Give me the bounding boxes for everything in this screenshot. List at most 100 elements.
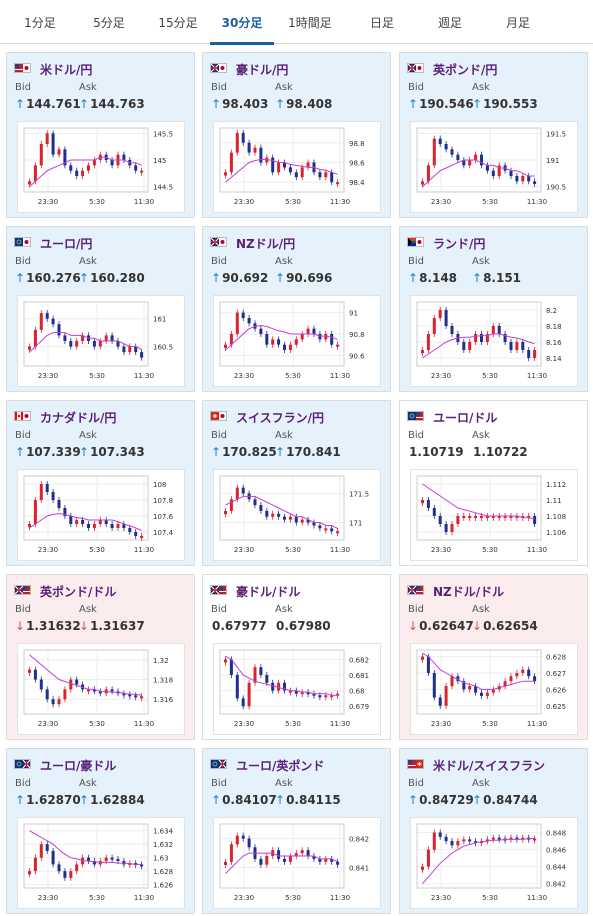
candle (318, 525, 322, 529)
pair-link[interactable]: 米ドル/スイスフラン (407, 757, 585, 773)
candle (503, 334, 507, 342)
candle (497, 516, 501, 518)
ask-label: Ask (79, 82, 97, 93)
y-tick-label: 0.68 (349, 688, 365, 696)
rate-card[interactable]: 米ドル/スイスフラン Bid Ask ↑0.84729 ↑0.84744 0.8… (399, 748, 588, 914)
candle (330, 695, 334, 698)
price-chart[interactable]: 1.112 1.11 1.108 1.106 23:30 5:30 11:30 (410, 469, 578, 561)
candle (28, 669, 31, 673)
rate-card[interactable]: 英ポンド/円 Bid Ask ↑190.546 ↑190.553 191.5 19… (399, 52, 588, 218)
candle (265, 674, 269, 683)
pair-link[interactable]: 豪ドル/ドル (210, 583, 388, 599)
tab-3[interactable]: 30分足 (210, 0, 274, 45)
rate-card[interactable]: NZドル/円 Bid Ask ↑90.692 ↑90.696 91 90.8 90.… (202, 226, 391, 392)
candle (63, 689, 67, 700)
x-tick-label: 5:30 (482, 372, 498, 380)
pair-link[interactable]: ユーロ/豪ドル (14, 757, 192, 773)
rate-card[interactable]: ユーロ/英ポンド Bid Ask ↑0.84107 ↑0.84115 0.842… (202, 748, 391, 914)
price-chart[interactable]: 91 90.8 90.6 23:30 5:30 11:30 (213, 295, 381, 387)
price-chart[interactable]: 98.8 98.6 98.4 23:30 5:30 11:30 (213, 121, 381, 213)
rate-card[interactable]: カナダドル/円 Bid Ask ↑107.339 ↑107.343 108 107… (6, 400, 195, 566)
price-chart[interactable]: 1.634 1.632 1.63 1.628 1.626 23:30 5:30 11:30 (17, 817, 185, 909)
bid-price: 190.546 (419, 97, 474, 111)
bid-arrow-icon: ↓ (15, 619, 26, 633)
rate-card[interactable]: 豪ドル/ドル Bid Ask 0.67977 0.67980 0.682 0.68… (202, 574, 391, 740)
pair-link[interactable]: カナダドル/円 (14, 409, 192, 425)
tab-7[interactable]: 月足 (505, 16, 530, 30)
y-tick-label: 107.6 (153, 513, 174, 521)
rate-card[interactable]: 米ドル/円 Bid Ask ↑144.761 ↑144.763 145.5 145… (6, 52, 195, 218)
moving-average-line (422, 333, 535, 359)
tab-0[interactable]: 1分足 (24, 16, 56, 30)
rate-card[interactable]: 英ポンド/ドル Bid Ask ↓1.31632 ↓1.31637 1.32 1.… (6, 574, 195, 740)
candle (336, 344, 340, 347)
candlestick-chart: 1.634 1.632 1.63 1.628 1.626 23:30 5:30 11:30 (23, 823, 174, 902)
tab-6[interactable]: 週足 (437, 16, 462, 30)
rate-card[interactable]: ランド/円 Bid Ask ↑8.148 ↑8.151 8.2 8.18 8.16 8… (399, 226, 588, 392)
tab-5[interactable]: 日足 (369, 16, 394, 30)
candle (81, 520, 85, 524)
price-chart[interactable]: 0.628 0.627 0.626 0.625 23:30 5:30 11:30 (410, 643, 578, 735)
tab-1[interactable]: 5分足 (93, 16, 125, 30)
plot-frame (23, 127, 149, 193)
pair-link[interactable]: ユーロ/円 (14, 235, 192, 251)
candle (277, 339, 281, 345)
candle (318, 334, 322, 340)
price-chart[interactable]: 8.2 8.18 8.16 8.14 23:30 5:30 11:30 (410, 295, 578, 387)
price-chart[interactable]: 108 107.8 107.6 107.4 23:30 5:30 11:30 (17, 469, 185, 561)
ask-price: 190.553 (483, 97, 538, 111)
pair-link[interactable]: NZドル/円 (210, 235, 388, 251)
pair-link[interactable]: ユーロ/英ポンド (210, 757, 388, 773)
price-chart[interactable]: 1.32 1.318 1.316 23:30 5:30 11:30 (17, 643, 185, 735)
rate-card[interactable]: ユーロ/円 Bid Ask ↑160.276 ↑160.280 161 160.5… (6, 226, 195, 392)
candle (288, 690, 292, 693)
candle (450, 149, 454, 155)
candle (306, 519, 310, 523)
candle (324, 172, 328, 178)
candle (485, 516, 489, 518)
plot-frame (219, 649, 345, 715)
pair-link[interactable]: 豪ドル/円 (210, 61, 388, 77)
pair-link[interactable]: スイスフラン/円 (210, 409, 388, 425)
candle (259, 858, 263, 865)
price-chart[interactable]: 171.5 171 23:30 5:30 11:30 (213, 469, 381, 561)
ask-price: 8.151 (483, 271, 522, 285)
price-chart[interactable]: 191.5 191 190.5 23:30 5:30 11:30 (410, 121, 578, 213)
plot-frame (23, 649, 149, 715)
rate-card[interactable]: 豪ドル/円 Bid Ask ↑98.403 ↑98.408 98.8 98.6 98… (202, 52, 391, 218)
rate-card[interactable]: ユーロ/豪ドル Bid Ask ↑1.62870 ↑1.62884 1.634 1… (6, 748, 195, 914)
price-chart[interactable]: 0.682 0.681 0.68 0.679 23:30 5:30 11:30 (213, 643, 381, 735)
price-chart[interactable]: 161 160.5 23:30 5:30 11:30 (17, 295, 185, 387)
candle (277, 682, 281, 691)
rate-card[interactable]: ユーロ/ドル Bid Ask 1.10719 1.10722 1.112 1.11… (399, 400, 588, 566)
price-chart[interactable]: 145.5 145 144.5 23:30 5:30 11:30 (17, 121, 185, 213)
rate-card[interactable]: スイスフラン/円 Bid Ask ↑170.825 ↑170.841 171.5… (202, 400, 391, 566)
x-tick-label: 11:30 (527, 894, 547, 902)
y-tick-label: 1.632 (153, 841, 173, 849)
tab-2[interactable]: 15分足 (158, 16, 198, 30)
x-tick-label: 11:30 (527, 198, 547, 206)
x-tick-label: 23:30 (234, 372, 254, 380)
candle (75, 679, 79, 685)
bid-value: ↑8.148 (408, 271, 457, 285)
candle (110, 857, 114, 860)
tab-4[interactable]: 1時間足 (288, 16, 332, 30)
pair-name: カナダドル/円 (40, 411, 117, 425)
candle (28, 871, 31, 875)
ask-value: ↑144.763 (79, 97, 145, 111)
ask-value: ↓1.31637 (79, 619, 145, 633)
price-chart[interactable]: 0.848 0.846 0.844 0.842 23:30 5:30 11:30 (410, 817, 578, 909)
rate-card[interactable]: NZドル/ドル Bid Ask ↓0.62647 ↓0.62654 0.628 0… (399, 574, 588, 740)
pair-link[interactable]: 英ポンド/ドル (14, 583, 192, 599)
pair-link[interactable]: ユーロ/ドル (407, 409, 585, 425)
candle (39, 313, 43, 330)
candle (134, 695, 138, 698)
candle (81, 170, 85, 176)
price-chart[interactable]: 0.842 0.841 23:30 5:30 11:30 (213, 817, 381, 909)
pair-link[interactable]: ランド/円 (407, 235, 585, 251)
pair-link[interactable]: 米ドル/円 (14, 61, 192, 77)
pair-link[interactable]: 英ポンド/円 (407, 61, 585, 77)
pair-link[interactable]: NZドル/ドル (407, 583, 585, 599)
ask-price: 98.408 (286, 97, 333, 111)
bid-label: Bid (408, 82, 424, 93)
